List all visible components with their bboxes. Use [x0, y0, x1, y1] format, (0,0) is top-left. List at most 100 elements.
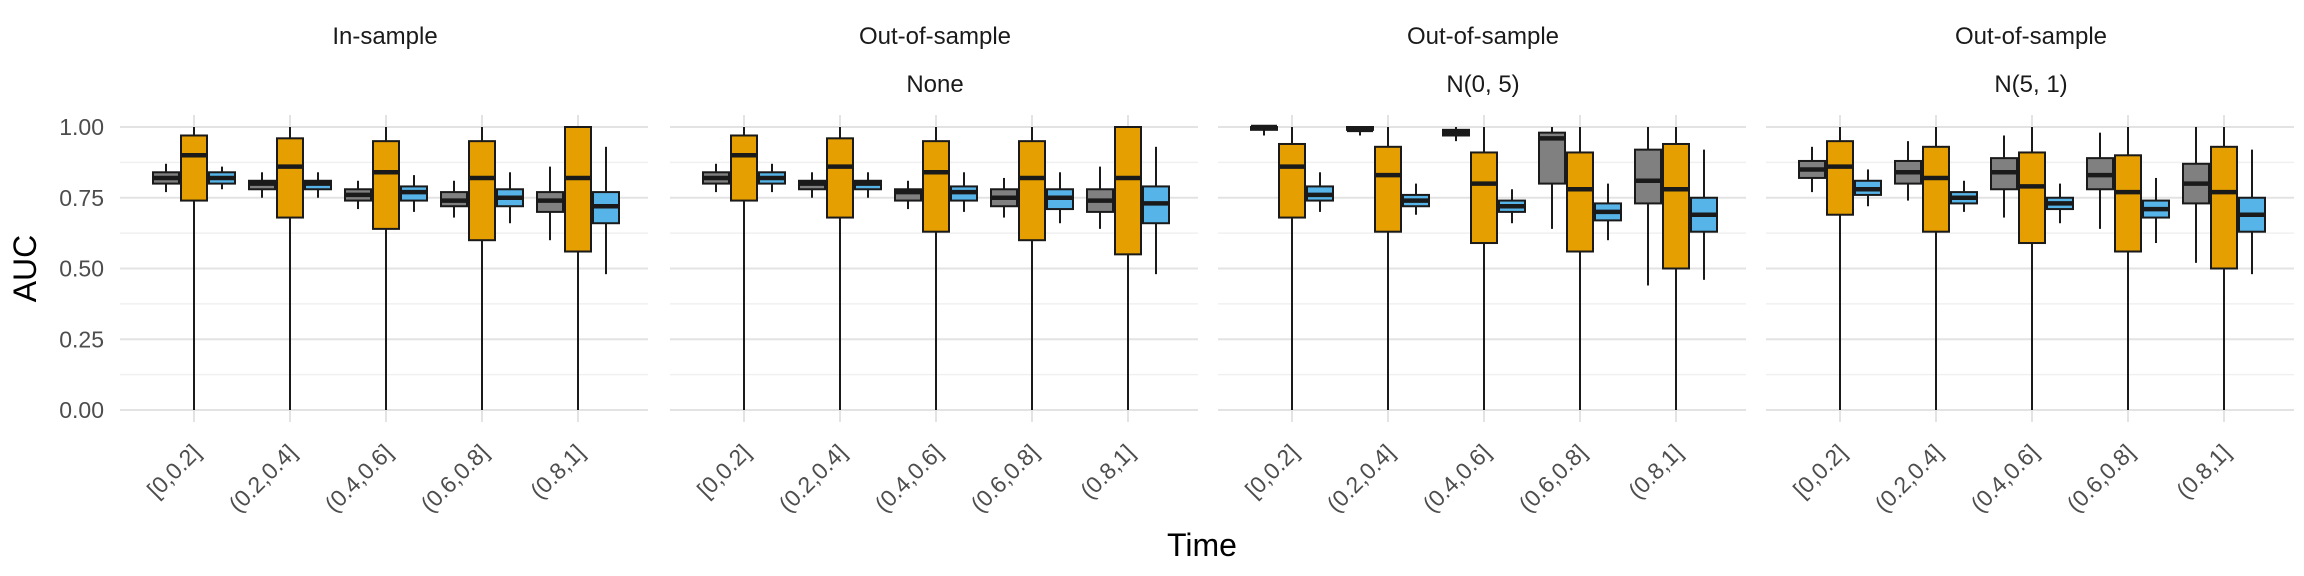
- box-1: [1250, 124, 1278, 136]
- box-2: [1922, 127, 1950, 410]
- box-3: [304, 172, 332, 198]
- strip-label: N(5, 1): [1994, 71, 2067, 98]
- x-tick-label: (0.6,0.8]: [1513, 439, 1591, 517]
- x-axis-title: Time: [1167, 527, 1237, 563]
- facet-panel-1: In-sample [0,0.2] (0.2,0.4] (0.4,0.6] (0.6,0…: [120, 23, 648, 517]
- y-tick-label: 0.00: [59, 397, 104, 423]
- box-3: [1142, 146, 1170, 275]
- box-3: [2142, 177, 2170, 244]
- y-tick-label: 0.25: [59, 326, 104, 352]
- box-3: [1046, 172, 1074, 224]
- box-3: [1498, 189, 1526, 224]
- strip-label: Out-of-sample: [1407, 23, 1559, 50]
- x-tick-label: [0,0.2]: [1788, 439, 1852, 503]
- box-body: [1278, 142, 1306, 219]
- box-2: [180, 127, 208, 410]
- box-2: [1566, 127, 1594, 410]
- box-3: [1594, 183, 1622, 241]
- strip-label: N(0, 5): [1446, 71, 1519, 98]
- x-tick-label: (0.8,1]: [525, 439, 590, 504]
- box-body: [372, 140, 400, 230]
- box-body: [468, 140, 496, 242]
- facet-panel-2: Out-of-sample None [0,0.2] (0.2,0.4] (0.4,0.…: [670, 23, 1198, 517]
- box-1: [1442, 127, 1470, 142]
- box-3: [592, 146, 620, 275]
- strip-label: In-sample: [332, 23, 437, 50]
- box-1: [1538, 127, 1566, 229]
- box-2: [2018, 127, 2046, 410]
- x-tick-label: (0.2,0.4]: [1321, 439, 1399, 517]
- box-2: [826, 127, 854, 410]
- box-2: [468, 127, 496, 410]
- strip-label: Out-of-sample: [1955, 23, 2107, 50]
- box-2: [1278, 127, 1306, 410]
- box-1: [1798, 146, 1826, 193]
- box-1: [798, 172, 826, 198]
- box-body: [1018, 140, 1046, 242]
- box-2: [1374, 127, 1402, 410]
- box-3: [758, 163, 786, 193]
- box-1: [1894, 141, 1922, 201]
- box-1: [344, 180, 372, 210]
- box-body: [2114, 154, 2142, 253]
- strip-label: Out-of-sample: [859, 23, 1011, 50]
- x-tick-label: (0.4,0.6]: [869, 439, 947, 517]
- box-body: [1374, 145, 1402, 233]
- box-body: [2210, 145, 2238, 270]
- box-1: [152, 163, 180, 193]
- x-tick-label: [0,0.2]: [692, 439, 756, 503]
- x-tick-label: (0.6,0.8]: [2061, 439, 2139, 517]
- box-1: [440, 180, 468, 218]
- x-tick-label: (0.2,0.4]: [1869, 439, 1947, 517]
- box-body: [826, 137, 854, 219]
- x-tick-label: (0.8,1]: [1075, 439, 1140, 504]
- x-tick-label: (0.2,0.4]: [773, 439, 851, 517]
- box-3: [2238, 149, 2266, 275]
- box-1: [1634, 127, 1662, 286]
- box-1: [990, 177, 1018, 218]
- box-2: [2114, 127, 2142, 410]
- box-3: [496, 172, 524, 224]
- x-tick-label: (0.4,0.6]: [319, 439, 397, 517]
- facet-panel-4: Out-of-sample N(5, 1) [0,0.2] (0.2,0.4] (0.4…: [1766, 23, 2294, 517]
- box-3: [1854, 169, 1882, 207]
- box-body: [1566, 151, 1594, 253]
- box-1: [1086, 166, 1114, 229]
- box-2: [276, 127, 304, 410]
- x-tick-label: [0,0.2]: [142, 439, 206, 503]
- box-body: [1826, 140, 1854, 216]
- box-1: [536, 166, 564, 241]
- box-body: [1634, 148, 1662, 205]
- y-axis-title: AUC: [7, 235, 43, 303]
- box-3: [1690, 149, 1718, 280]
- x-tick-label: (0.2,0.4]: [223, 439, 301, 517]
- box-2: [730, 127, 758, 410]
- box-3: [854, 172, 882, 198]
- x-tick-label: (0.6,0.8]: [965, 439, 1043, 517]
- box-body: [276, 137, 304, 219]
- box-body: [730, 134, 758, 202]
- box-1: [1990, 135, 2018, 218]
- box-body: [1538, 131, 1566, 185]
- box-3: [1306, 172, 1334, 212]
- box-2: [2210, 127, 2238, 410]
- box-2: [1018, 127, 1046, 410]
- x-tick-label: (0.8,1]: [1623, 439, 1688, 504]
- box-3: [1950, 180, 1978, 212]
- x-tick-label: (0.4,0.6]: [1965, 439, 2043, 517]
- facet-panel-3: Out-of-sample N(0, 5) [0,0.2] (0.2,0.4] (0.4…: [1218, 23, 1746, 517]
- box-body: [564, 126, 592, 253]
- x-tick-label: [0,0.2]: [1240, 439, 1304, 503]
- box-body: [1662, 142, 1690, 270]
- strip-label: None: [906, 71, 963, 98]
- box-body: [2018, 151, 2046, 245]
- x-tick-label: (0.6,0.8]: [415, 439, 493, 517]
- box-2: [922, 127, 950, 410]
- box-body: [1470, 151, 1498, 245]
- box-2: [1662, 127, 1690, 410]
- box-3: [950, 172, 978, 212]
- box-3: [2046, 183, 2074, 224]
- box-body: [180, 134, 208, 202]
- y-tick-label: 0.75: [59, 185, 104, 211]
